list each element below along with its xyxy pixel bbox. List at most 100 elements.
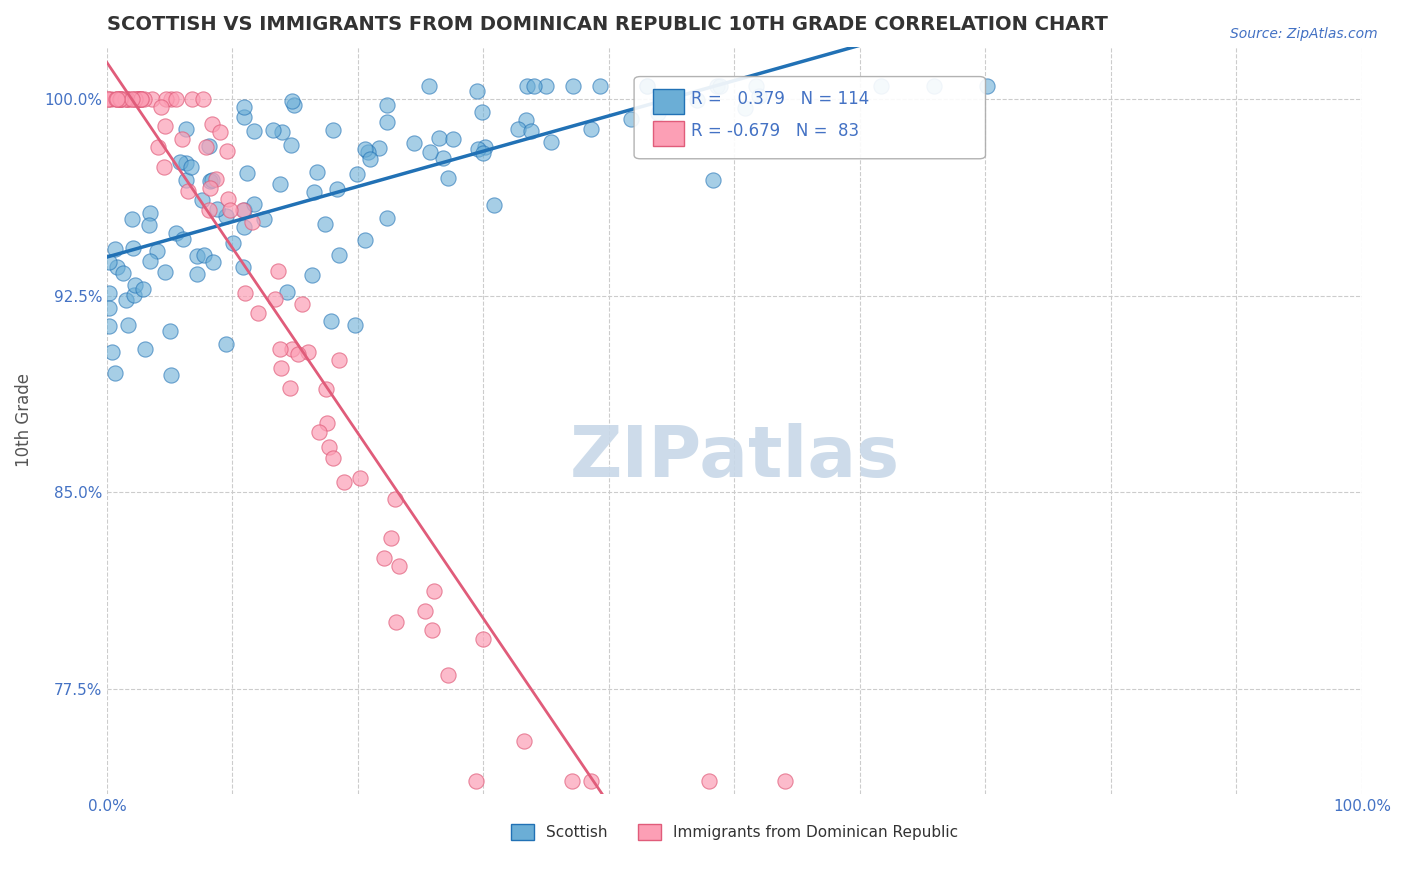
Point (561, 78, 583, 93)
Point (579, 773, 602, 788)
Point (198, 138, 221, 153)
Point (333, 475, 356, 489)
Point (128, 92, 150, 106)
Point (354, 142, 377, 156)
Text: Source: ZipAtlas.com: Source: ZipAtlas.com (1230, 27, 1378, 41)
Point (97, 255, 120, 269)
Point (97, 92, 120, 106)
Point (110, 92, 132, 106)
Point (734, 101, 756, 115)
Point (271, 125, 294, 139)
Point (174, 172, 197, 186)
Point (354, 233, 377, 247)
Point (523, 78, 546, 93)
Point (117, 318, 139, 332)
Point (201, 254, 224, 268)
Point (138, 253, 160, 268)
Point (217, 192, 239, 206)
Point (508, 122, 530, 136)
Point (384, 615, 406, 629)
Point (246, 306, 269, 320)
Point (160, 368, 183, 382)
Point (127, 92, 149, 106)
Point (326, 182, 349, 196)
Point (232, 100, 254, 114)
Point (129, 92, 152, 106)
Point (159, 92, 181, 106)
Point (373, 551, 395, 566)
Point (328, 352, 350, 367)
Point (328, 248, 350, 262)
Point (100, 92, 122, 106)
Point (108, 92, 131, 106)
Point (423, 584, 446, 599)
Point (233, 220, 256, 235)
Point (165, 92, 187, 106)
Point (291, 296, 314, 310)
Point (194, 140, 217, 154)
Bar (652, 89, 685, 114)
FancyBboxPatch shape (634, 77, 986, 159)
Point (232, 260, 254, 274)
Point (561, 773, 583, 788)
Point (198, 181, 221, 195)
Point (620, 112, 643, 126)
Point (976, 78, 998, 93)
Point (103, 366, 125, 380)
Point (232, 203, 254, 218)
Point (122, 288, 145, 302)
Point (869, 78, 891, 93)
Point (115, 293, 138, 308)
Point (322, 123, 344, 137)
Point (148, 140, 170, 154)
Point (706, 78, 728, 93)
Point (647, 105, 669, 120)
Point (232, 110, 254, 124)
Point (441, 132, 464, 146)
Point (125, 92, 148, 106)
Point (464, 773, 486, 788)
Point (235, 166, 257, 180)
Point (124, 278, 146, 293)
Point (153, 119, 176, 133)
Point (709, 78, 731, 93)
Point (108, 92, 131, 106)
Point (172, 232, 194, 246)
Point (97, 301, 120, 315)
Point (233, 286, 256, 301)
Point (346, 167, 368, 181)
Point (121, 92, 143, 106)
Point (105, 92, 128, 106)
Point (139, 206, 162, 220)
Point (380, 531, 402, 545)
Point (773, 773, 796, 788)
Point (686, 93, 709, 107)
Point (322, 450, 344, 465)
Point (134, 92, 156, 106)
Point (281, 94, 304, 108)
Point (201, 117, 224, 131)
Point (304, 185, 326, 199)
Point (318, 441, 340, 455)
Point (146, 244, 169, 258)
Point (474, 140, 496, 154)
Point (193, 92, 215, 106)
Point (215, 209, 238, 223)
Point (315, 416, 337, 430)
Point (200, 174, 222, 188)
Point (515, 112, 537, 127)
Point (159, 325, 181, 339)
Point (702, 173, 724, 187)
Point (121, 92, 143, 106)
Point (98, 318, 121, 333)
Point (418, 78, 440, 93)
Point (97, 92, 120, 106)
Point (402, 136, 425, 151)
Point (287, 347, 309, 361)
Point (105, 92, 128, 106)
Legend: Scottish, Immigrants from Dominican Republic: Scottish, Immigrants from Dominican Repu… (505, 818, 965, 847)
Point (375, 211, 398, 225)
Point (470, 105, 492, 120)
Point (315, 382, 337, 396)
Point (205, 202, 228, 216)
